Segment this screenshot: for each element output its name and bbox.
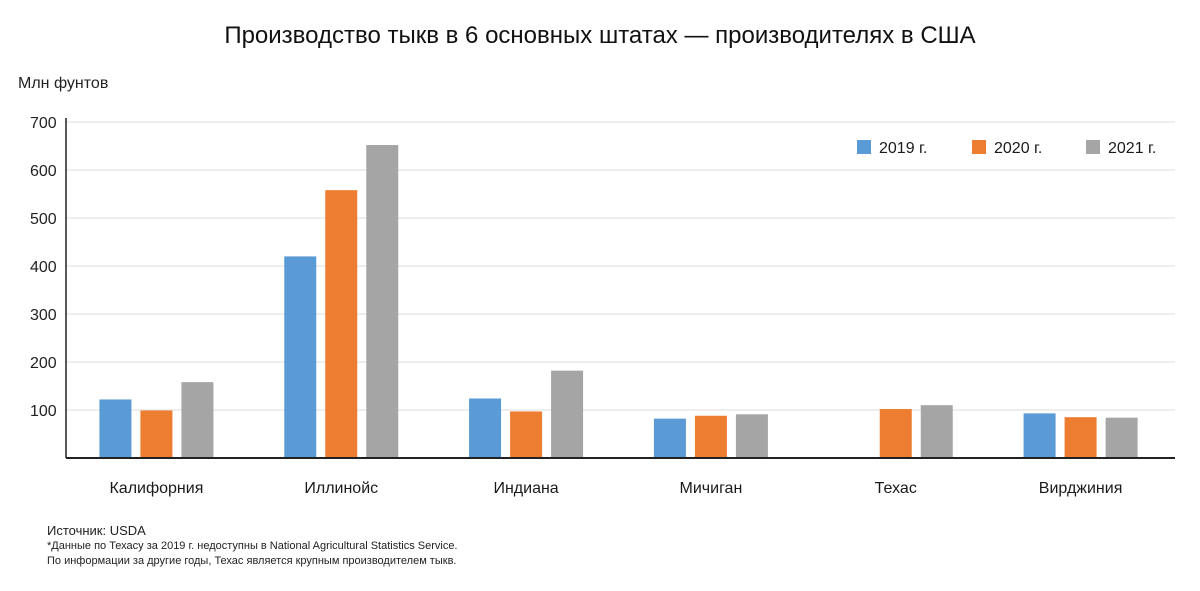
y-tick-label: 500 bbox=[30, 211, 57, 228]
legend-label: 2021 г. bbox=[1108, 140, 1156, 157]
y-tick-label: 400 bbox=[30, 259, 57, 276]
footnote-line: *Данные по Техасу за 2019 г. недоступны … bbox=[47, 540, 458, 552]
y-tick-label: 300 bbox=[30, 307, 57, 324]
bar bbox=[694, 415, 727, 458]
bar bbox=[1105, 417, 1138, 458]
legend-swatch bbox=[857, 140, 871, 154]
bar bbox=[99, 399, 132, 458]
bar bbox=[510, 411, 543, 458]
bar bbox=[920, 405, 953, 458]
y-tick-label: 100 bbox=[30, 403, 57, 420]
legend-swatch bbox=[972, 140, 986, 154]
bar bbox=[653, 418, 686, 458]
category-labels: Калифорния Иллинойс Индиана Мичиган Техас Вир… bbox=[109, 480, 1122, 497]
y-tick-label: 200 bbox=[30, 355, 57, 372]
bar bbox=[325, 190, 358, 458]
source-note: Источник: USDA bbox=[47, 523, 146, 538]
footnote-line: По информации за другие годы, Техас явля… bbox=[47, 555, 457, 567]
y-tick-label: 700 bbox=[30, 115, 57, 132]
bar bbox=[735, 414, 768, 458]
bar bbox=[366, 145, 399, 459]
category-label: Мичиган bbox=[680, 480, 743, 497]
bars bbox=[99, 145, 1138, 459]
category-label: Иллинойс bbox=[304, 480, 378, 497]
legend-label: 2020 г. bbox=[994, 140, 1042, 157]
bar bbox=[469, 398, 502, 458]
y-tick-labels: 100 200 300 400 500 600 700 bbox=[30, 115, 57, 420]
chart-title: Производство тыкв в 6 основных штатах — … bbox=[224, 22, 976, 49]
gridlines bbox=[66, 121, 1175, 411]
bar bbox=[1023, 413, 1056, 458]
bar bbox=[1064, 417, 1097, 458]
y-tick-label: 600 bbox=[30, 163, 57, 180]
bar bbox=[879, 409, 912, 458]
y-axis-unit-label: Млн фунтов bbox=[18, 75, 109, 92]
bar bbox=[284, 256, 317, 458]
footnotes: Источник: USDA *Данные по Техасу за 2019… bbox=[47, 522, 458, 569]
legend-label: 2019 г. bbox=[879, 140, 927, 157]
bar bbox=[551, 370, 584, 458]
bar bbox=[181, 382, 214, 458]
category-label: Индиана bbox=[493, 480, 558, 497]
bar bbox=[140, 410, 173, 458]
legend-swatch bbox=[1086, 140, 1100, 154]
category-label: Вирджиния bbox=[1039, 480, 1123, 497]
legend: 2019 г. 2020 г. 2021 г. bbox=[857, 140, 1156, 157]
category-label: Калифорния bbox=[109, 480, 203, 497]
category-label: Техас bbox=[875, 480, 917, 497]
